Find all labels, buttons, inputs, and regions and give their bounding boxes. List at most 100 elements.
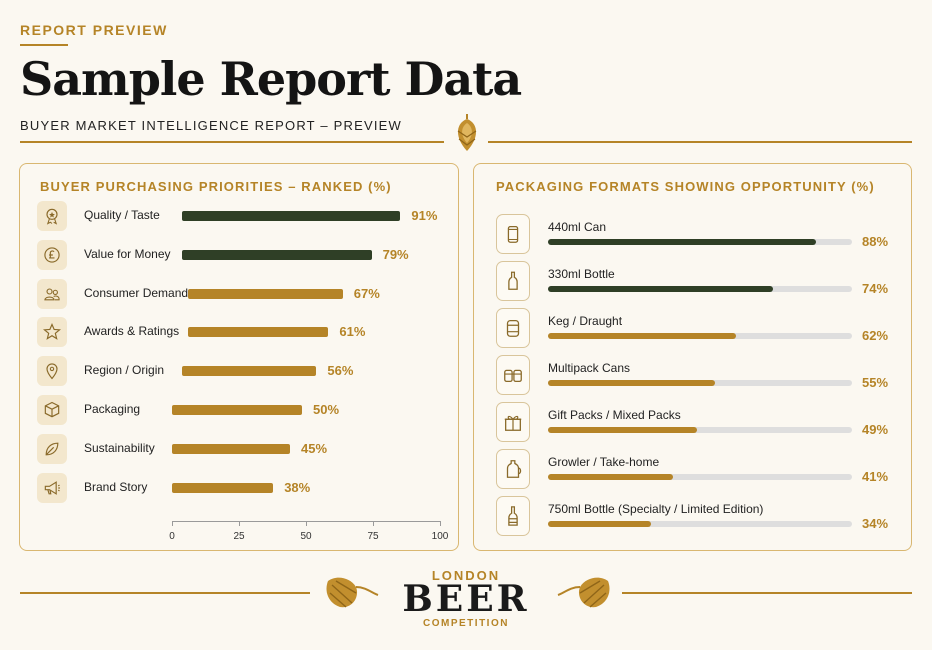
priority-value-label: 61%	[339, 324, 366, 340]
logo-london: LONDON	[431, 568, 501, 583]
x-axis-tick	[306, 521, 307, 526]
priority-value-label: 50%	[313, 402, 340, 417]
priority-category-label: Packaging	[84, 402, 141, 416]
packaging-bar	[548, 427, 697, 433]
x-axis-tick-label: 50	[300, 531, 312, 542]
leaf-icon	[45, 442, 59, 456]
packaging-bar-track	[548, 427, 852, 433]
packaging-icon-box	[496, 261, 530, 301]
large-bottle-icon	[508, 506, 518, 526]
priority-category-label: Quality / Taste	[84, 208, 160, 222]
packaging-category-label: 750ml Bottle (Specialty / Limited Editio…	[548, 502, 764, 516]
priority-category-label: Brand Story	[84, 479, 148, 494]
packaging-bar-track	[548, 239, 852, 245]
multipack-icon	[504, 369, 522, 383]
priority-value-label: 38%	[284, 479, 311, 495]
packaging-category-label: Keg / Draught	[548, 314, 623, 328]
packaging-category-label: Multipack Cans	[548, 361, 631, 375]
packaging-icon-box	[496, 402, 530, 442]
priority-icon-box	[37, 472, 67, 503]
priority-value-label: 91%	[411, 208, 438, 223]
packaging-icon-box	[496, 496, 530, 536]
packaging-icon-box	[496, 449, 530, 489]
footer-divider-right	[622, 592, 912, 594]
priority-category-label: Awards & Ratings	[84, 324, 180, 339]
page-subtitle: BUYER MARKET INTELLIGENCE REPORT – PREVI…	[20, 118, 402, 133]
logo-beer: BEER	[402, 578, 530, 620]
kicker-underline	[20, 44, 68, 46]
pound-icon	[44, 247, 60, 263]
priority-value-label: 67%	[353, 285, 380, 301]
packaging-value-label: 62%	[862, 328, 889, 343]
report-kicker: REPORT PREVIEW	[20, 22, 168, 38]
packaging-formats-title: PACKAGING FORMATS SHOWING OPPORTUNITY (%…	[496, 179, 875, 194]
packaging-value-label: 74%	[862, 281, 889, 296]
x-axis-tick	[440, 521, 441, 526]
x-axis-tick	[373, 521, 374, 526]
x-axis-tick-label: 75	[367, 531, 379, 542]
packaging-category-label: Gift Packs / Mixed Packs	[548, 408, 681, 422]
packaging-bar-track	[548, 333, 852, 339]
page-title: Sample Report Data	[20, 52, 522, 106]
packaging-bar-track	[548, 521, 852, 527]
x-axis-tick	[239, 521, 240, 526]
hop-icon	[457, 114, 477, 151]
priority-bar	[182, 211, 401, 221]
can-icon	[507, 226, 519, 243]
rosette-icon	[46, 208, 58, 225]
packaging-category-label: Growler / Take-home	[548, 455, 660, 469]
star-icon	[43, 323, 61, 341]
priority-icon-box	[37, 356, 67, 387]
footer-divider-left	[20, 592, 310, 594]
priority-bar	[182, 366, 317, 377]
packaging-bar-track	[548, 286, 852, 292]
priority-category-label: Value for Money	[84, 246, 171, 261]
packaging-value-label: 88%	[862, 234, 889, 249]
packaging-value-label: 41%	[862, 469, 889, 484]
packaging-icon-box	[496, 355, 530, 395]
keg-icon	[506, 320, 520, 337]
x-axis-tick-label: 25	[233, 531, 245, 542]
packaging-icon-box	[496, 308, 530, 348]
x-axis-tick-label: 0	[169, 531, 175, 542]
buyer-priorities-panel: BUYER PURCHASING PRIORITIES – RANKED (%)…	[19, 163, 459, 551]
priority-icon-box	[37, 278, 67, 309]
priority-icon-box	[37, 395, 67, 425]
people-icon	[44, 288, 60, 300]
priority-category-label: Consumer Demand	[84, 285, 189, 300]
priority-bar	[172, 482, 274, 493]
priority-icon-box	[37, 239, 67, 270]
x-axis-tick-label: 100	[431, 531, 449, 542]
packaging-category-label: 440ml Can	[548, 220, 607, 234]
packaging-bar-track	[548, 380, 852, 386]
hop-icon-right	[557, 577, 610, 608]
packaging-bar	[548, 239, 816, 245]
box-icon	[44, 401, 60, 418]
logo-competition: COMPETITION	[423, 618, 509, 629]
priority-category-label: Sustainability	[84, 440, 155, 455]
priority-icon-box	[37, 317, 67, 348]
priority-bar	[188, 327, 329, 338]
megaphone-icon	[44, 480, 60, 495]
priority-bar	[172, 405, 302, 415]
x-axis-tick	[172, 521, 173, 526]
packaging-bar-track	[548, 474, 852, 480]
hop-icon-left	[326, 577, 379, 608]
packaging-bar	[548, 380, 716, 386]
packaging-value-label: 49%	[862, 422, 889, 437]
priority-value-label: 79%	[382, 246, 409, 262]
priority-icon-box	[37, 433, 67, 464]
priority-category-label: Region / Origin	[84, 363, 165, 378]
header-divider-right	[488, 141, 912, 143]
header-divider-left	[20, 141, 444, 143]
packaging-value-label: 34%	[862, 516, 889, 531]
packaging-category-label: 330ml Bottle	[548, 267, 615, 281]
packaging-icon-box	[496, 214, 530, 254]
priority-value-label: 45%	[301, 440, 328, 456]
packaging-bar	[548, 521, 652, 527]
packaging-bar	[548, 333, 737, 339]
priority-bar	[182, 249, 372, 260]
location-pin-icon	[46, 363, 58, 380]
priority-bar	[188, 288, 343, 299]
packaging-value-label: 55%	[862, 375, 889, 390]
